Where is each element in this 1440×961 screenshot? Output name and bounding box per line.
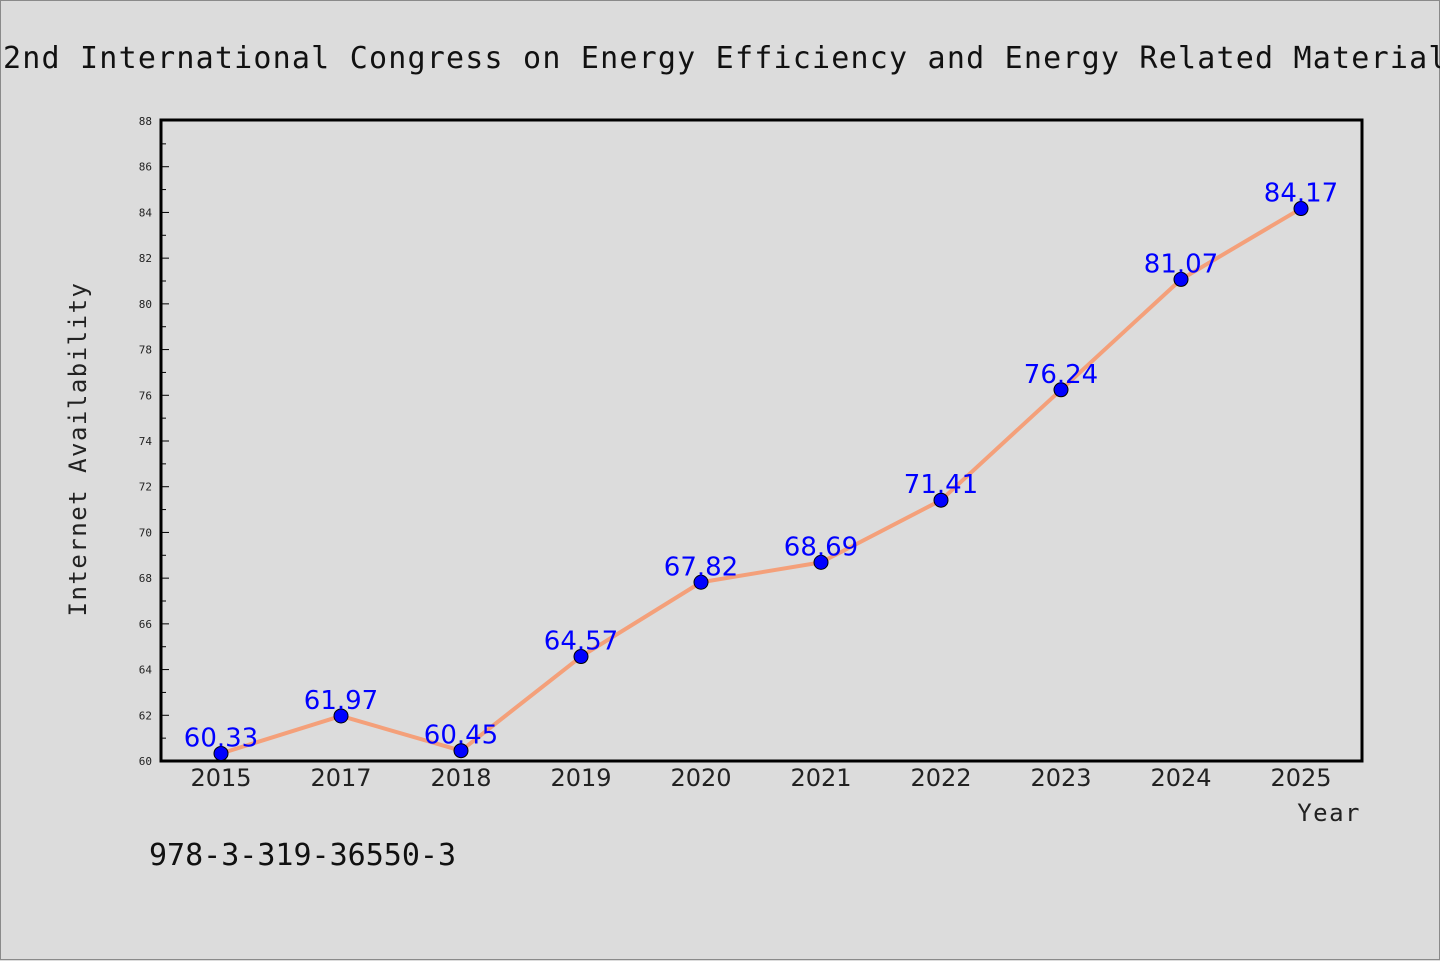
data-point — [693, 574, 709, 590]
x-axis-label: Year — [1297, 799, 1361, 827]
x-axis: 2015 2017 2018 2019 2020 2021 2022 2023 2024 2025 — [190, 764, 1331, 792]
y-tick-label: 74 — [139, 435, 153, 448]
y-tick-label: 88 — [139, 115, 152, 128]
data-label: 84.17 — [1264, 179, 1338, 209]
data-label: 71.41 — [904, 470, 978, 500]
y-tick-label: 86 — [139, 161, 152, 174]
y-tick-label: 68 — [139, 572, 152, 585]
y-tick-label: 64 — [139, 664, 153, 677]
y-tick-label: 84 — [139, 206, 153, 219]
y-axis-label: Internet Availability — [64, 282, 92, 617]
y-axis: 60 62 64 66 68 70 72 74 76 78 80 82 84 86 88 — [139, 115, 169, 768]
data-point — [933, 492, 949, 508]
y-tick-label: 70 — [139, 526, 152, 539]
data-label: 68.69 — [784, 532, 858, 562]
data-label: 76.24 — [1024, 360, 1098, 390]
data-point — [813, 554, 829, 570]
x-tick-label: 2015 — [190, 764, 251, 792]
chart-title: 2nd International Congress on Energy Eff… — [3, 41, 1440, 76]
series — [213, 201, 1309, 761]
x-tick-label: 2020 — [670, 764, 731, 792]
x-tick-label: 2018 — [430, 764, 491, 792]
isbn-footer: 978-3-319-36550-3 — [149, 838, 456, 873]
data-labels: 60.33 61.97 60.45 64.57 67.82 68.69 71.41 76.24… — [184, 179, 1338, 754]
data-point — [1053, 382, 1069, 398]
x-tick-label: 2022 — [910, 764, 971, 792]
data-point — [1173, 271, 1189, 287]
data-label: 81.07 — [1144, 249, 1218, 279]
x-tick-label: 2025 — [1270, 764, 1331, 792]
series-line — [220, 206, 1303, 756]
data-point — [213, 745, 229, 761]
data-label: 60.33 — [184, 723, 258, 753]
data-point — [333, 708, 349, 724]
x-tick-label: 2017 — [310, 764, 371, 792]
data-point — [573, 649, 589, 665]
data-label: 61.97 — [304, 686, 378, 716]
x-tick-label: 2021 — [790, 764, 851, 792]
plot-area — [159, 118, 1364, 763]
x-tick-label: 2024 — [1150, 764, 1211, 792]
x-tick-label: 2023 — [1030, 764, 1091, 792]
y-tick-label: 78 — [139, 344, 152, 357]
y-tick-label: 80 — [139, 298, 152, 311]
y-tick-label: 66 — [139, 618, 152, 631]
x-tick-label: 2019 — [550, 764, 611, 792]
data-point — [453, 743, 469, 759]
y-tick-label: 60 — [139, 755, 152, 768]
y-tick-label: 76 — [139, 389, 152, 402]
data-label: 64.57 — [544, 627, 618, 657]
data-label: 67.82 — [664, 552, 738, 582]
data-label: 60.45 — [424, 721, 498, 751]
y-tick-label: 62 — [139, 709, 152, 722]
data-point — [1293, 201, 1309, 217]
y-tick-label: 72 — [139, 481, 152, 494]
y-tick-label: 82 — [139, 252, 152, 265]
